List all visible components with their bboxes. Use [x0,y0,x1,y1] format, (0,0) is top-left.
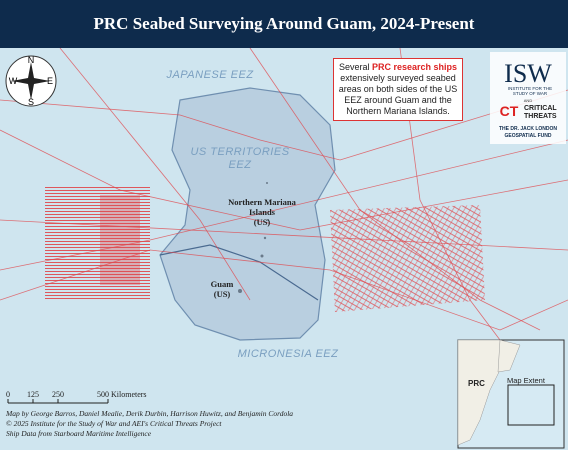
zone-label: US TERRITORIES [190,146,289,158]
logos: ISW INSTITUTE FOR THE STUDY OF WAR AND C… [490,52,566,144]
islands [238,182,269,293]
compass-label: S [28,97,34,107]
inset-label: PRC [468,379,485,388]
logo: ISW [504,59,552,88]
place-label: (US) [214,289,231,299]
callout-text: extensively surveyed seabed areas on bot… [338,73,458,116]
zone-label: JAPANESE EEZ [165,69,254,81]
place-label: Northern Mariana [228,197,297,207]
place-label: Guam [211,279,234,289]
logo: THE DR. JACK LONDON [499,126,557,132]
credit: © 2025 Institute for the Study of War an… [6,419,222,428]
inset-map: PRC Map Extent [457,339,565,449]
logo: CT [500,103,519,119]
logo: CRITICAL [524,105,557,112]
zone-label: EEZ [229,159,253,171]
credit: Map by George Barros, Daniel Mealie, Der… [5,409,293,418]
callout-highlight: PRC research ships [371,62,458,72]
callout-text: Several [338,62,372,72]
place-label: Islands [249,207,276,217]
title: PRC Seabed Surveying Around Guam, 2024-P… [94,14,475,33]
survey-area [330,205,485,312]
logo: INSTITUTE FOR THE [508,86,552,91]
logo: AND [524,98,533,103]
survey-area [45,185,150,300]
logo: STUDY OF WAR [513,91,548,96]
scale-bar: 0 125 250 500 Kilometers [6,390,147,404]
logo: THREATS [524,113,557,120]
logo: GEOSPATIAL FUND [505,133,552,139]
callout: Several PRC research ships extensively s… [333,58,463,121]
place-label: (US) [254,217,271,227]
zone-label: MICRONESIA EEZ [238,348,339,360]
compass-label: W [9,76,18,86]
scale-label: 500 Kilometers [97,390,147,399]
scale-label: 0 [6,390,10,399]
credit: Ship Data from Starboard Maritime Intell… [6,429,152,438]
inset-label: Map Extent [507,376,546,385]
title-bar [0,0,568,48]
eez-boundary [159,244,319,301]
us-eez [159,87,336,341]
compass-label: E [47,76,53,86]
compass-label: N [28,55,35,65]
scale-label: 250 [52,390,64,399]
compass: N S W E [5,55,57,107]
survey-area [100,195,140,285]
scale-label: 125 [27,390,39,399]
